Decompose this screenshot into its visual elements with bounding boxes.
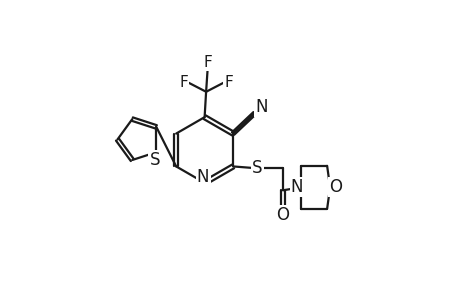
Text: F: F [224, 75, 233, 90]
Text: O: O [276, 206, 289, 224]
Text: F: F [203, 55, 212, 70]
Text: S: S [149, 151, 160, 169]
Text: N: N [254, 98, 267, 116]
Text: N: N [196, 169, 209, 187]
Text: S: S [252, 159, 262, 177]
Text: F: F [179, 75, 187, 90]
Text: N: N [290, 178, 302, 196]
Text: O: O [329, 178, 342, 196]
